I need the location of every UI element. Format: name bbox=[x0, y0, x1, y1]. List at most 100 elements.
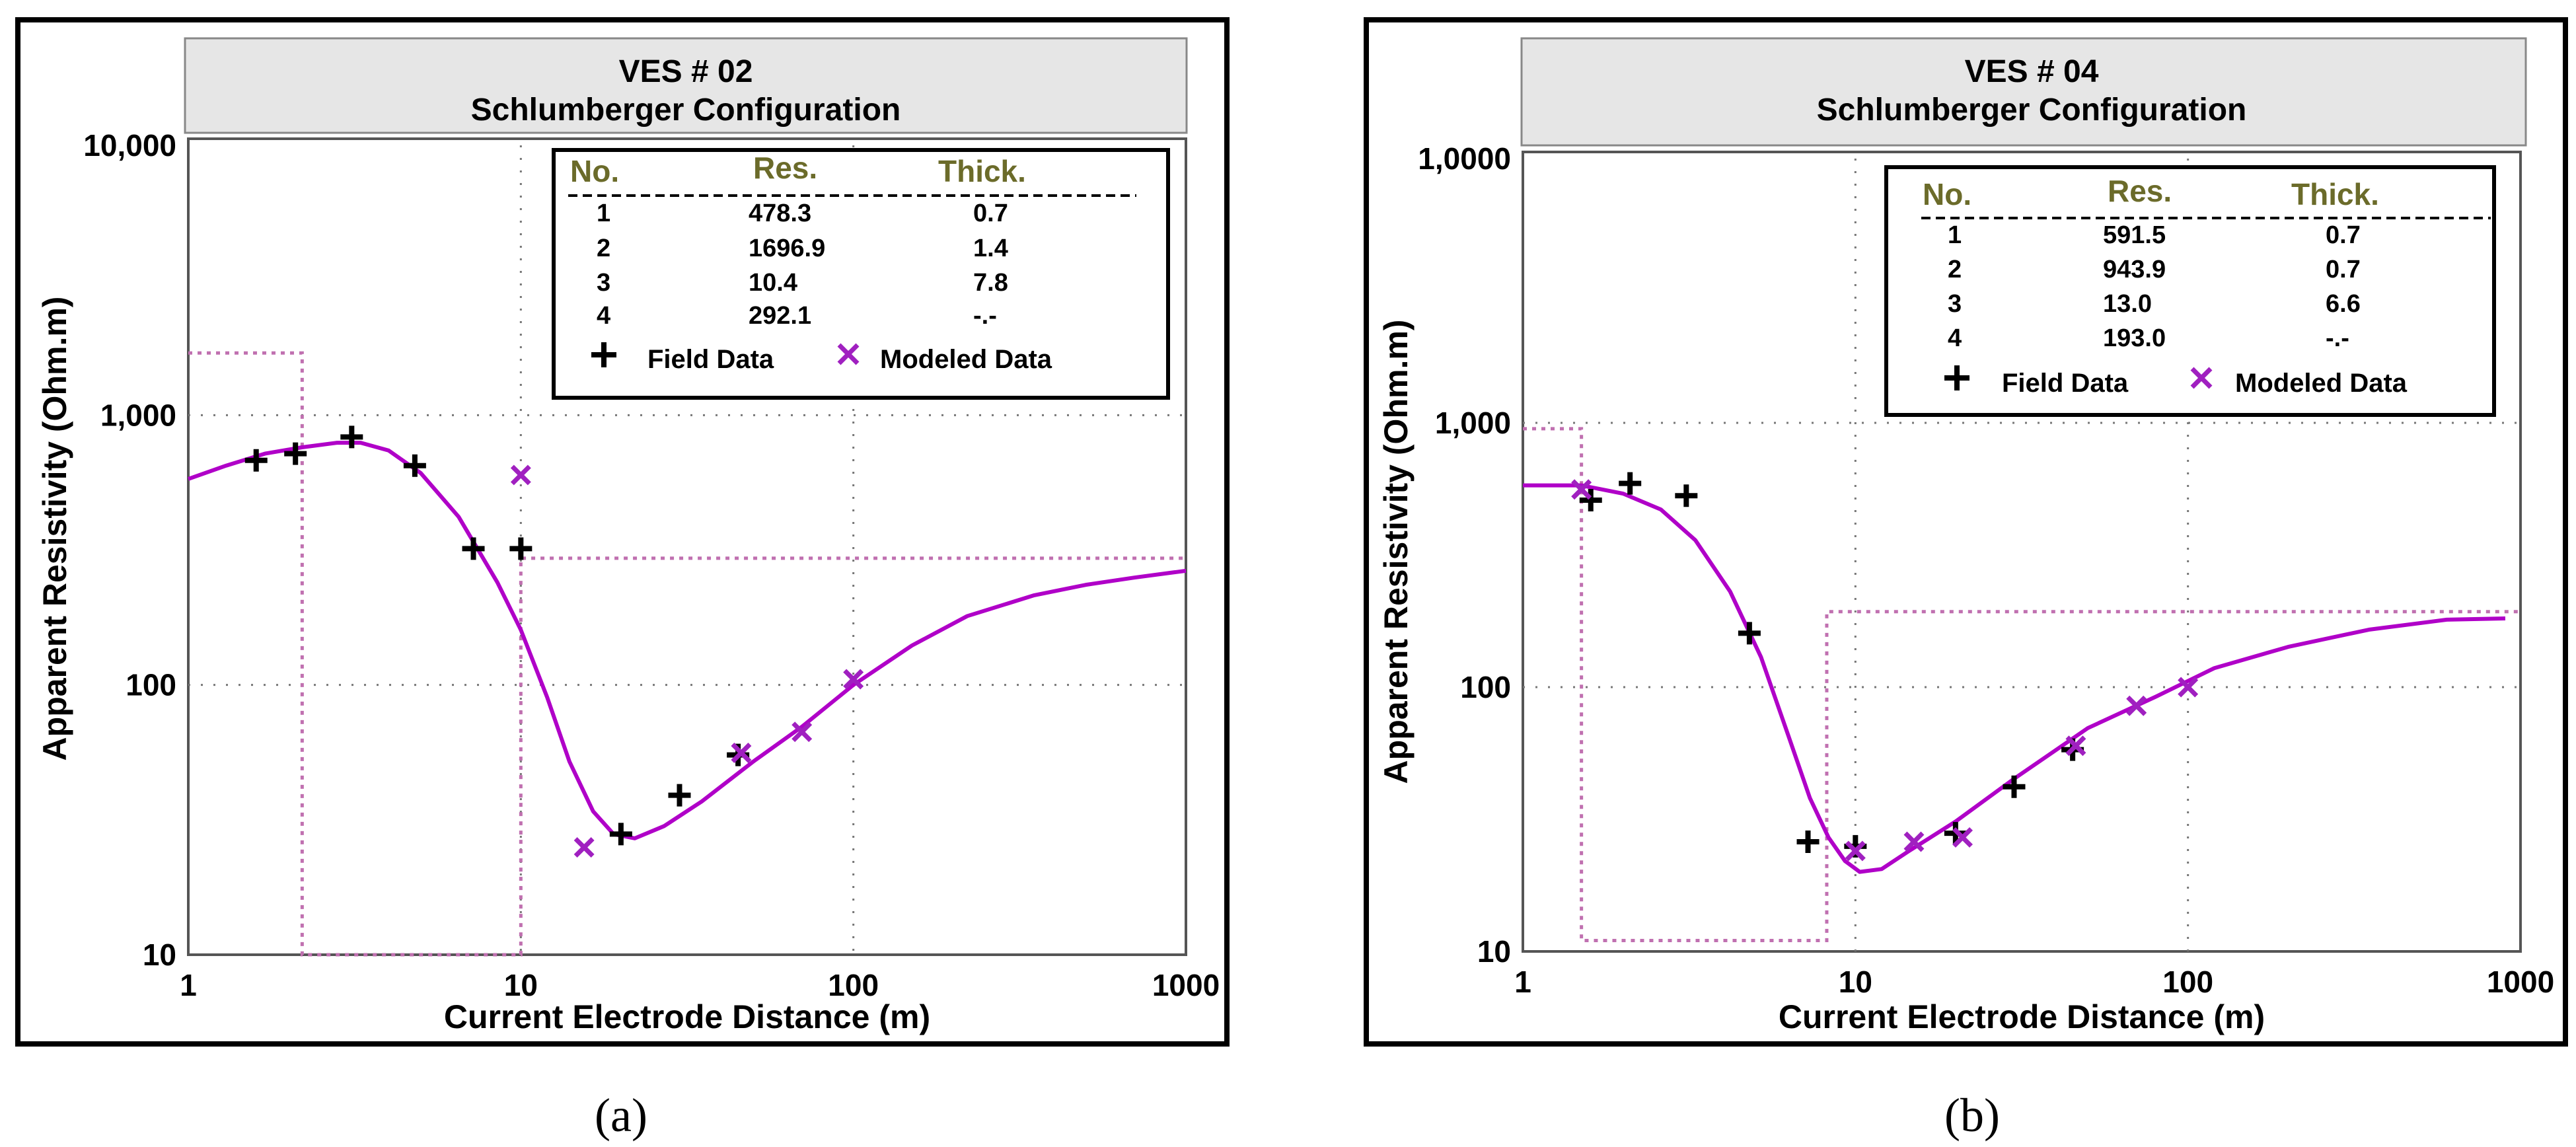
x-tick-label: 100 bbox=[2162, 965, 2213, 999]
table-cell: 1 bbox=[1948, 221, 1962, 249]
table-cell: 3 bbox=[1948, 290, 1962, 318]
modeled-data-point bbox=[1903, 831, 1925, 852]
modeled-data-legend-icon bbox=[2190, 367, 2213, 389]
layer-model-step bbox=[1523, 427, 2521, 942]
table-cell: 0.7 bbox=[2326, 221, 2361, 249]
table-cell: 6.6 bbox=[2326, 290, 2361, 318]
field-data-point bbox=[509, 537, 533, 560]
title-bar bbox=[1520, 37, 2527, 147]
panel-caption: (a) bbox=[595, 1089, 647, 1142]
field-data-point bbox=[609, 823, 632, 846]
table-cell: 591.5 bbox=[2103, 221, 2166, 249]
legend-box bbox=[552, 148, 1170, 400]
table-cell: 2 bbox=[597, 235, 610, 262]
modeled-data-point bbox=[1845, 840, 1866, 862]
chart-title: VES # 04 bbox=[1965, 54, 2099, 89]
x-tick-label: 100 bbox=[828, 968, 879, 1002]
table-cell: 478.3 bbox=[749, 200, 811, 227]
modeled-data-point bbox=[510, 464, 531, 486]
field-data-point bbox=[1738, 622, 1761, 645]
modeled-point-b bbox=[2065, 735, 2086, 757]
panel-caption: (b) bbox=[1944, 1089, 2000, 1142]
layer-model-step bbox=[188, 351, 1186, 957]
table-cell: 1 bbox=[597, 200, 610, 227]
y-tick-label: 1,0000 bbox=[1418, 141, 1511, 176]
chart-subtitle: Schlumberger Configuration bbox=[471, 92, 901, 128]
table-header-res: Res. bbox=[2108, 174, 2172, 208]
x-tick-label: 1000 bbox=[2487, 965, 2554, 999]
legend-table: No. Res. Thick. 1 478.3 0.7 2 1696.9 1.4… bbox=[552, 148, 1170, 400]
modeled-point-b bbox=[791, 722, 813, 743]
field-data-point bbox=[340, 426, 363, 449]
legend-box bbox=[1884, 165, 2496, 417]
x-axis-label: Current Electrode Distance (m) bbox=[1779, 998, 2265, 1035]
modeled-point-b bbox=[2126, 695, 2147, 716]
x-tick-label: 1 bbox=[180, 968, 197, 1002]
table-cell: -.- bbox=[2326, 324, 2349, 352]
chart-subtitle: Schlumberger Configuration bbox=[1817, 92, 2247, 128]
y-tick-label: 1,000 bbox=[100, 398, 176, 432]
model-curve bbox=[1523, 483, 2506, 874]
field-data-point bbox=[2003, 775, 2026, 798]
modeled-data-point bbox=[2178, 677, 2199, 698]
table-cell: 10.4 bbox=[749, 269, 797, 297]
x-tick-label: 1 bbox=[1514, 965, 1531, 999]
y-tick-label: 10,000 bbox=[83, 128, 176, 163]
model-curve-line bbox=[188, 441, 1187, 840]
plot-area bbox=[187, 137, 1187, 956]
y-axis-label: Apparent Resistivity (Ohm.m) bbox=[36, 297, 73, 761]
x-axis-label: Current Electrode Distance (m) bbox=[444, 998, 930, 1035]
modeled-point-b bbox=[1952, 827, 1973, 848]
modeled-data-point bbox=[2065, 735, 2086, 757]
table-header-no: No. bbox=[570, 154, 619, 188]
table-header-thick: Thick. bbox=[938, 154, 1026, 188]
table-cell: 1.4 bbox=[973, 235, 1008, 262]
panel-b: VES # 04 Schlumberger Configuration 1 10 1… bbox=[1364, 17, 2568, 1142]
table-header-no: No. bbox=[1923, 177, 1971, 211]
y-tick-label: 10 bbox=[143, 938, 176, 972]
legend-table: No. Res. Thick. 1 591.5 0.7 2 943.9 0.7 … bbox=[1884, 165, 2496, 417]
modeled-point-b bbox=[1571, 479, 1592, 500]
field-data-point bbox=[1619, 472, 1642, 495]
layer-model bbox=[1523, 427, 2521, 942]
data-markers bbox=[244, 426, 864, 858]
modeled-point-b bbox=[573, 837, 595, 858]
table-header-thick: Thick. bbox=[2291, 177, 2379, 211]
modeled-data-point bbox=[2126, 695, 2147, 716]
legend-model-label: Modeled Data bbox=[2235, 369, 2408, 398]
modeled-data-legend-icon bbox=[837, 343, 860, 365]
model-curve bbox=[188, 441, 1187, 840]
table-cell: 4 bbox=[597, 302, 610, 330]
modeled-point-b bbox=[843, 669, 864, 690]
table-cell: 0.7 bbox=[973, 200, 1008, 227]
legend-model-label: Modeled Data bbox=[880, 345, 1052, 374]
modeled-data-point bbox=[791, 722, 813, 743]
model-curve-line bbox=[1523, 483, 2506, 874]
plot-area bbox=[1522, 151, 2522, 953]
field-data-legend-icon bbox=[591, 342, 616, 367]
table-cell: 0.7 bbox=[2326, 256, 2361, 283]
table-cell: 292.1 bbox=[749, 302, 811, 330]
modeled-point-b bbox=[731, 743, 752, 763]
modeled-point-b bbox=[510, 464, 531, 486]
table-cell: 1696.9 bbox=[749, 235, 825, 262]
modeled-data-point bbox=[843, 669, 864, 690]
table-cell: 2 bbox=[1948, 256, 1962, 283]
y-tick-label: 10 bbox=[1477, 934, 1511, 969]
chart-title: VES # 02 bbox=[619, 54, 753, 89]
field-data-point bbox=[403, 454, 426, 477]
modeled-point-b bbox=[1903, 831, 1925, 852]
title-bar bbox=[184, 37, 1188, 134]
field-data-point bbox=[1796, 831, 1820, 854]
modeled-point-b bbox=[1845, 840, 1866, 862]
table-header-res: Res. bbox=[753, 151, 817, 185]
modeled-data-point bbox=[731, 743, 752, 763]
y-tick-label: 100 bbox=[1460, 670, 1511, 704]
data-markers bbox=[1571, 472, 2199, 862]
legend-field-label: Field Data bbox=[2002, 369, 2129, 398]
field-data-point bbox=[284, 442, 307, 465]
legend-field-label: Field Data bbox=[647, 345, 774, 374]
y-axis-label: Apparent Resistivity (Ohm.m) bbox=[1378, 320, 1415, 784]
